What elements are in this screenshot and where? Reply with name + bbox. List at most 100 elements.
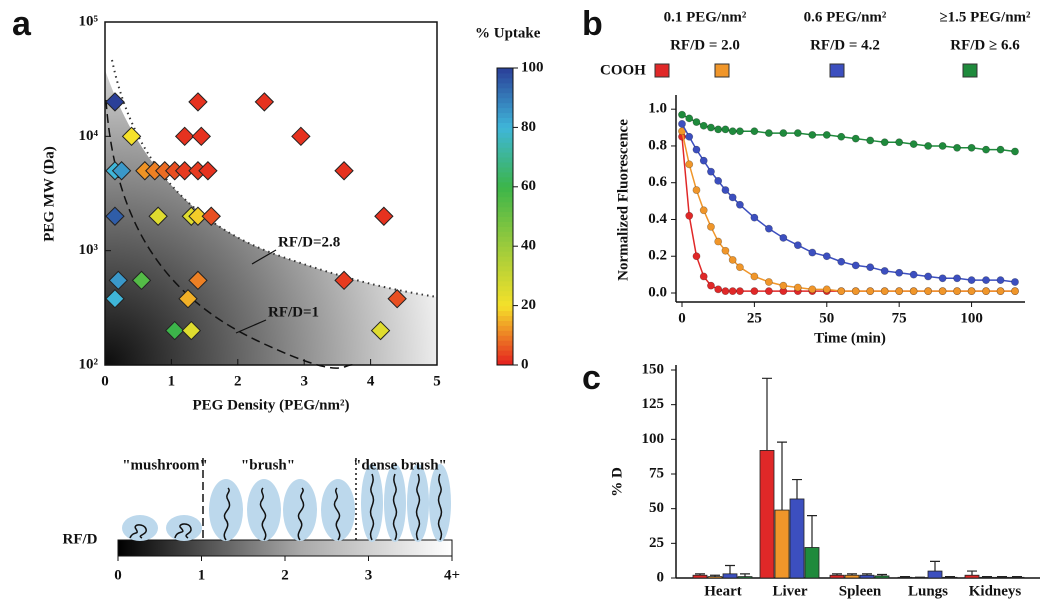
schematic: "mushroom" "brush" "dense brush" RF/D 0 1 2 3 4+ bbox=[63, 457, 461, 583]
data-point bbox=[750, 272, 759, 281]
data-point bbox=[953, 274, 961, 283]
colorbar-cell bbox=[497, 226, 513, 232]
error-bar bbox=[777, 441, 787, 511]
colorbar-cell bbox=[497, 147, 513, 153]
error-bar bbox=[832, 573, 842, 576]
data-point bbox=[692, 145, 701, 154]
y-tick-label: 125 bbox=[642, 396, 665, 412]
x-axis-label: Time (min) bbox=[814, 330, 886, 346]
colorbar-cell bbox=[497, 256, 513, 262]
data-point bbox=[721, 246, 730, 255]
colorbar-cell bbox=[497, 142, 513, 148]
colorbar-title: % Uptake bbox=[475, 25, 541, 41]
colorbar-cell bbox=[497, 167, 513, 173]
data-point bbox=[699, 156, 708, 165]
x-tick-label: 3 bbox=[300, 373, 308, 389]
point bbox=[181, 320, 202, 341]
x-axis-label: PEG Density (PEG/nm²) bbox=[193, 397, 350, 413]
data-point bbox=[996, 145, 1005, 154]
y-tick-label: 10⁴ bbox=[79, 128, 99, 144]
error-bar bbox=[725, 564, 735, 574]
leader bbox=[251, 249, 277, 265]
bar bbox=[897, 576, 913, 579]
colorbar-cell bbox=[497, 132, 513, 138]
polymer-shells bbox=[122, 464, 451, 542]
data-point bbox=[764, 129, 773, 137]
legend-label: 0.6 PEG/nm² bbox=[804, 9, 887, 25]
error-bar bbox=[847, 573, 857, 576]
colorbar-cell bbox=[497, 266, 513, 272]
colorbar-cell bbox=[497, 206, 513, 213]
y-tick-label: 10⁵ bbox=[79, 13, 99, 29]
legend-sublabel: RF/D ≥ 6.6 bbox=[950, 37, 1020, 53]
data-point bbox=[996, 276, 1005, 285]
colorbar-cell bbox=[497, 87, 513, 94]
colorbar-cell bbox=[497, 300, 513, 307]
data-point bbox=[692, 118, 701, 126]
data-point bbox=[851, 261, 860, 270]
colorbar-frame bbox=[496, 67, 514, 366]
error-bar bbox=[967, 570, 977, 576]
bar bbox=[964, 574, 980, 579]
data-point bbox=[736, 287, 744, 296]
data-point bbox=[822, 131, 831, 139]
data-point bbox=[736, 263, 744, 272]
y-tick-label: 25 bbox=[649, 535, 664, 551]
point bbox=[188, 92, 208, 112]
data-point bbox=[953, 143, 961, 152]
data-point bbox=[714, 285, 723, 294]
point bbox=[188, 206, 208, 226]
data-point bbox=[707, 167, 715, 176]
data-point bbox=[1011, 287, 1019, 296]
data-point bbox=[714, 176, 723, 185]
y-tick-label: 0.2 bbox=[648, 248, 667, 264]
data-point bbox=[779, 281, 788, 290]
data-point bbox=[793, 283, 802, 292]
point bbox=[387, 289, 407, 309]
data-point bbox=[953, 287, 961, 296]
error-bar bbox=[877, 573, 887, 576]
data-point bbox=[793, 129, 802, 137]
y-tick-label: 10² bbox=[79, 356, 99, 372]
data-point bbox=[721, 186, 730, 194]
colorbar-cell bbox=[497, 241, 513, 247]
point bbox=[148, 206, 168, 226]
data-point bbox=[692, 252, 701, 261]
colorbar-cell bbox=[497, 162, 513, 168]
colorbar-cell bbox=[497, 171, 513, 178]
point bbox=[105, 92, 125, 112]
data-point bbox=[837, 132, 846, 141]
data-point bbox=[699, 121, 708, 130]
data-point bbox=[880, 267, 889, 275]
colorbar-cell bbox=[497, 355, 513, 361]
y-axis-label: PEG MW (Da) bbox=[41, 146, 57, 242]
data-point bbox=[938, 142, 947, 150]
colorbar-cell bbox=[497, 340, 513, 346]
panel-label: a bbox=[12, 5, 32, 43]
bar bbox=[1009, 576, 1025, 579]
data-point bbox=[866, 263, 875, 272]
colorbar-cell bbox=[497, 117, 513, 123]
data-point bbox=[736, 127, 744, 136]
data-point bbox=[837, 287, 846, 296]
tick-label: 4+ bbox=[444, 567, 460, 583]
legend-label: ≥1.5 PEG/nm² bbox=[939, 9, 1031, 25]
colorbar-cell bbox=[497, 320, 513, 326]
colorbar-tick-label: 100 bbox=[521, 59, 544, 75]
colorbar-cell bbox=[497, 270, 513, 277]
point bbox=[198, 161, 218, 181]
legend-swatch bbox=[714, 63, 730, 78]
data-point bbox=[851, 134, 860, 143]
data-point bbox=[707, 281, 715, 290]
data-point bbox=[895, 268, 904, 277]
colorbar-cell bbox=[497, 77, 513, 84]
data-point bbox=[714, 125, 723, 134]
series-line bbox=[681, 123, 1016, 283]
data-point bbox=[685, 114, 694, 123]
y-axis-label: % D bbox=[609, 467, 625, 497]
colorbar-cell bbox=[497, 285, 513, 292]
colorbar-cell bbox=[497, 102, 513, 109]
data-point bbox=[779, 129, 788, 137]
series-line bbox=[681, 136, 1015, 292]
